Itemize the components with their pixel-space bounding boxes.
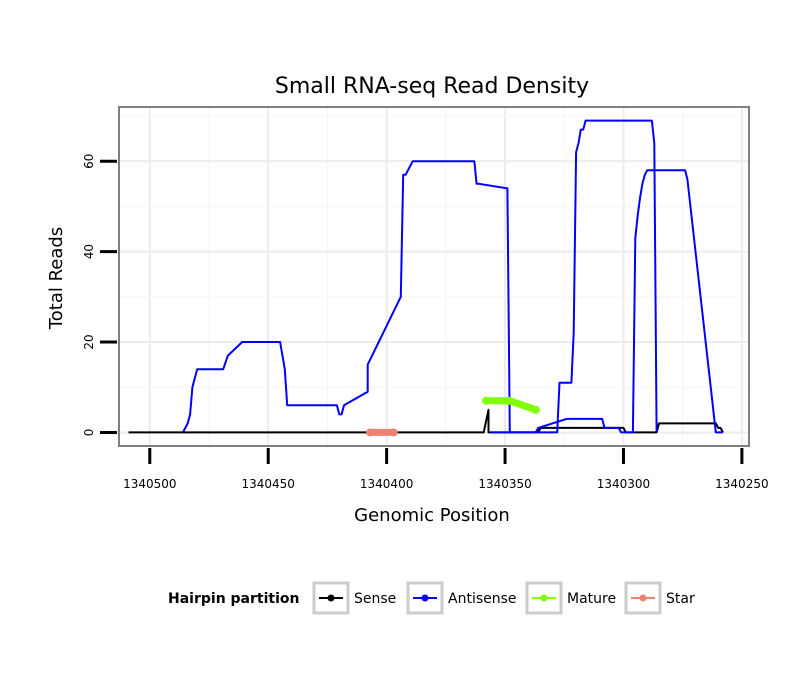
series-mature-point <box>505 396 514 405</box>
grid <box>119 107 749 446</box>
chart-title: Small RNA-seq Read Density <box>275 74 589 99</box>
x-tick-label: 1340300 <box>597 477 650 491</box>
legend-label: Star <box>666 591 695 607</box>
legend-key-point <box>540 594 548 602</box>
legend-key-point <box>639 594 647 602</box>
y-axis: 0 20 40 60 <box>82 154 117 437</box>
x-tick-label: 1340400 <box>360 477 413 491</box>
y-tick-label: 40 <box>82 244 96 259</box>
y-tick-label: 20 <box>82 334 96 349</box>
series-mature <box>506 397 540 414</box>
legend-entry-star: Star <box>624 581 695 615</box>
legend-key-point <box>421 594 429 602</box>
x-axis: 1340500 1340450 1340400 1340350 1340300 13402… <box>123 448 769 491</box>
y-tick-label: 60 <box>82 154 96 169</box>
legend: Hairpin partition Sense Antisense Mature St… <box>168 581 695 615</box>
legend-title: Hairpin partition <box>168 591 299 607</box>
series-antisense <box>182 119 658 434</box>
plot-panel <box>119 107 749 446</box>
x-axis-title: Genomic Position <box>354 505 510 526</box>
legend-entry-sense: Sense <box>312 581 396 615</box>
legend-entry-antisense: Antisense <box>406 581 517 615</box>
plot-series <box>128 119 724 437</box>
x-tick-label: 1340500 <box>123 477 176 491</box>
series-star-point <box>389 428 398 437</box>
series-mature-point <box>531 405 540 414</box>
series-star-point <box>366 428 375 437</box>
series-mature-point <box>482 396 491 405</box>
x-tick-label: 1340350 <box>478 477 531 491</box>
legend-label: Antisense <box>448 591 517 607</box>
legend-entry-mature: Mature <box>525 581 616 615</box>
x-tick-label: 1340450 <box>241 477 294 491</box>
legend-key-point <box>327 594 335 602</box>
y-axis-title: Total Reads <box>46 227 67 330</box>
series-sense <box>128 408 724 434</box>
legend-label: Sense <box>354 591 396 607</box>
plot-panel-border <box>118 106 750 447</box>
y-tick-label: 0 <box>82 429 96 437</box>
series-antisense-cont <box>490 169 723 434</box>
legend-label: Mature <box>567 591 616 607</box>
x-tick-label: 1340250 <box>715 477 768 491</box>
